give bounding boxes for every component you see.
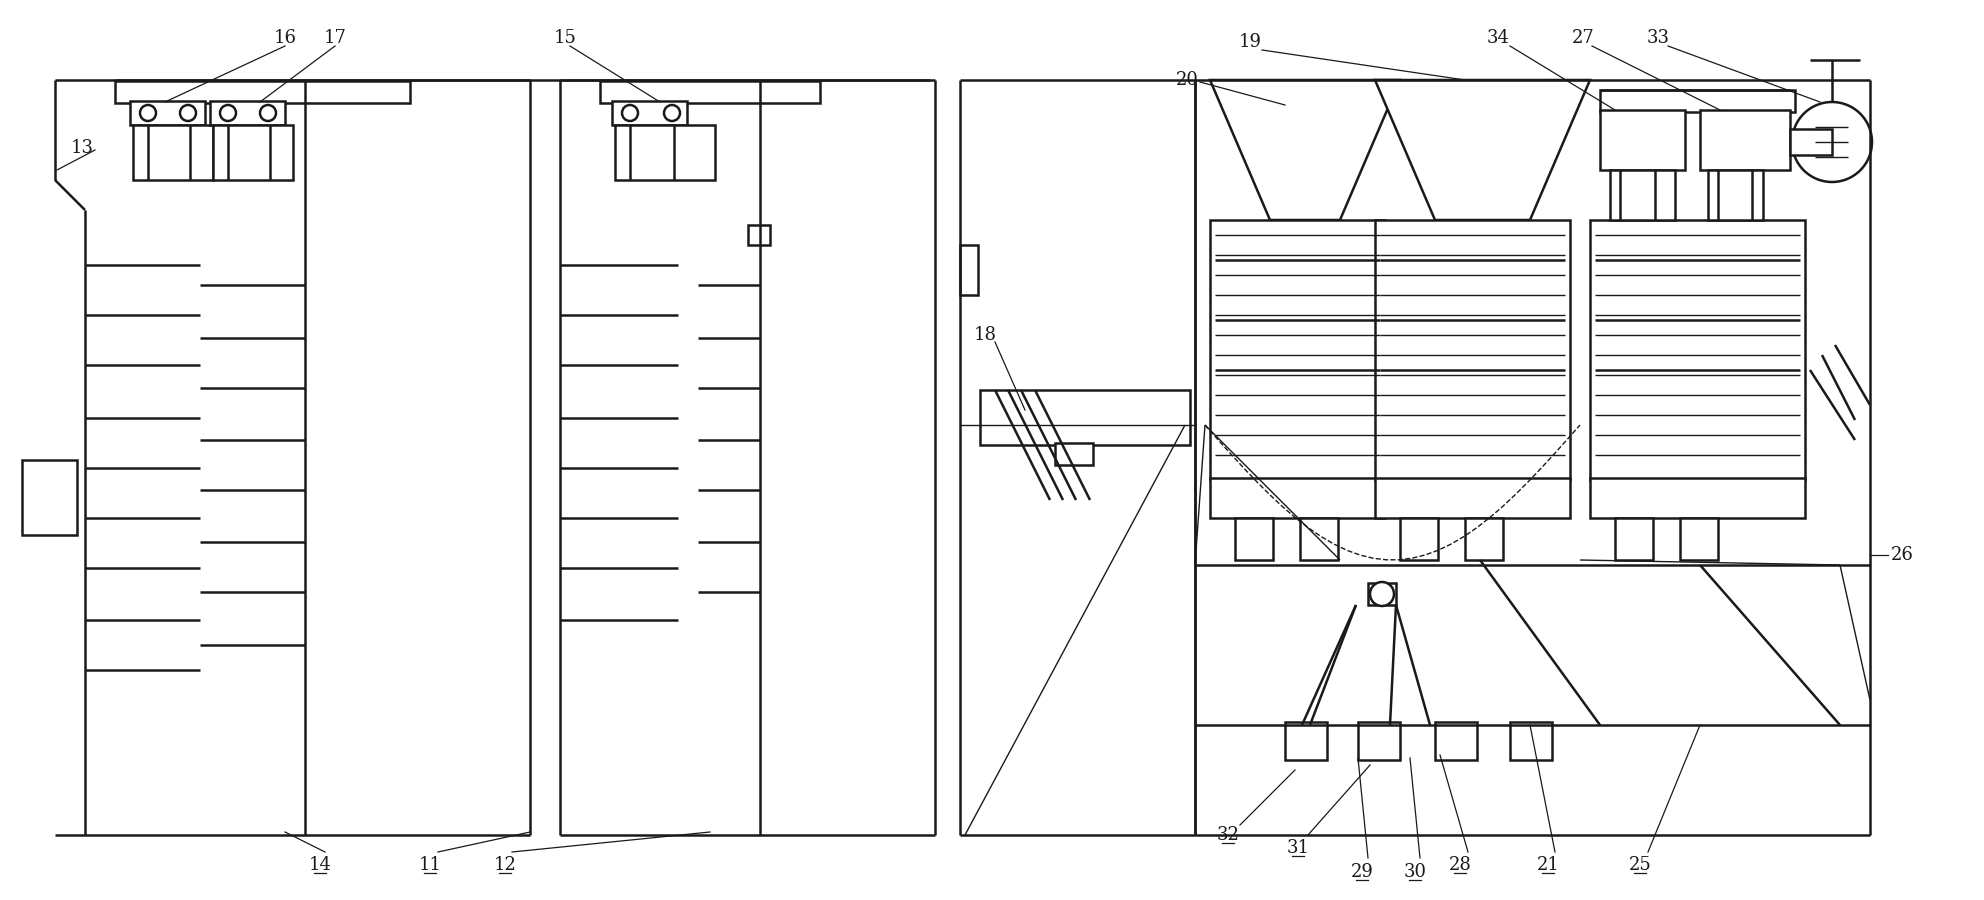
Text: 28: 28 bbox=[1448, 856, 1472, 874]
Bar bbox=[1434, 722, 1476, 760]
Text: 20: 20 bbox=[1177, 71, 1198, 89]
Text: 34: 34 bbox=[1486, 29, 1510, 47]
Circle shape bbox=[141, 105, 157, 121]
Bar bbox=[1589, 478, 1805, 518]
Bar bbox=[1375, 478, 1569, 518]
Text: 18: 18 bbox=[974, 326, 996, 344]
Text: 16: 16 bbox=[274, 29, 296, 47]
Bar bbox=[133, 125, 212, 180]
Bar bbox=[748, 225, 770, 245]
Text: 21: 21 bbox=[1536, 856, 1559, 874]
Bar bbox=[1357, 722, 1401, 760]
Circle shape bbox=[260, 105, 276, 121]
Bar bbox=[1300, 518, 1337, 560]
Bar bbox=[980, 390, 1190, 445]
Text: 25: 25 bbox=[1629, 856, 1651, 874]
Text: 12: 12 bbox=[494, 856, 516, 874]
Bar bbox=[212, 125, 294, 180]
Bar bbox=[1286, 722, 1327, 760]
Bar bbox=[22, 460, 77, 535]
Circle shape bbox=[220, 105, 236, 121]
Bar bbox=[1615, 518, 1653, 560]
Text: 11: 11 bbox=[419, 856, 442, 874]
Text: 30: 30 bbox=[1403, 863, 1426, 881]
Bar bbox=[1510, 722, 1551, 760]
Bar bbox=[1609, 170, 1674, 220]
Bar bbox=[1680, 518, 1718, 560]
Bar bbox=[1401, 518, 1438, 560]
Bar bbox=[1589, 220, 1805, 480]
Text: 31: 31 bbox=[1286, 839, 1309, 857]
Bar bbox=[1369, 583, 1397, 605]
Bar bbox=[599, 81, 819, 103]
Circle shape bbox=[181, 105, 196, 121]
Polygon shape bbox=[1210, 80, 1401, 220]
Bar bbox=[1234, 518, 1274, 560]
Text: 27: 27 bbox=[1571, 29, 1595, 47]
Text: 14: 14 bbox=[310, 856, 331, 874]
Bar bbox=[1210, 478, 1385, 518]
Bar bbox=[1599, 110, 1684, 170]
Bar bbox=[1700, 110, 1790, 170]
Bar bbox=[210, 101, 286, 125]
Bar bbox=[1055, 443, 1093, 465]
Bar bbox=[1210, 220, 1385, 480]
Bar bbox=[1708, 170, 1764, 220]
Text: 17: 17 bbox=[323, 29, 347, 47]
Circle shape bbox=[665, 105, 681, 121]
Text: 13: 13 bbox=[71, 139, 93, 157]
Text: 33: 33 bbox=[1647, 29, 1669, 47]
Circle shape bbox=[623, 105, 639, 121]
Text: 15: 15 bbox=[554, 29, 577, 47]
Bar bbox=[115, 81, 411, 103]
Bar bbox=[1599, 90, 1796, 112]
Bar bbox=[611, 101, 686, 125]
Circle shape bbox=[1792, 102, 1873, 182]
Polygon shape bbox=[1375, 80, 1589, 220]
Text: 32: 32 bbox=[1216, 826, 1240, 844]
Bar bbox=[960, 245, 978, 295]
Circle shape bbox=[1371, 582, 1395, 606]
Text: 29: 29 bbox=[1351, 863, 1373, 881]
Bar bbox=[1375, 220, 1569, 480]
Text: 19: 19 bbox=[1238, 33, 1262, 51]
Bar bbox=[1790, 129, 1831, 155]
Text: 26: 26 bbox=[1891, 546, 1913, 564]
Bar bbox=[131, 101, 204, 125]
Bar bbox=[1464, 518, 1504, 560]
Bar bbox=[615, 125, 714, 180]
